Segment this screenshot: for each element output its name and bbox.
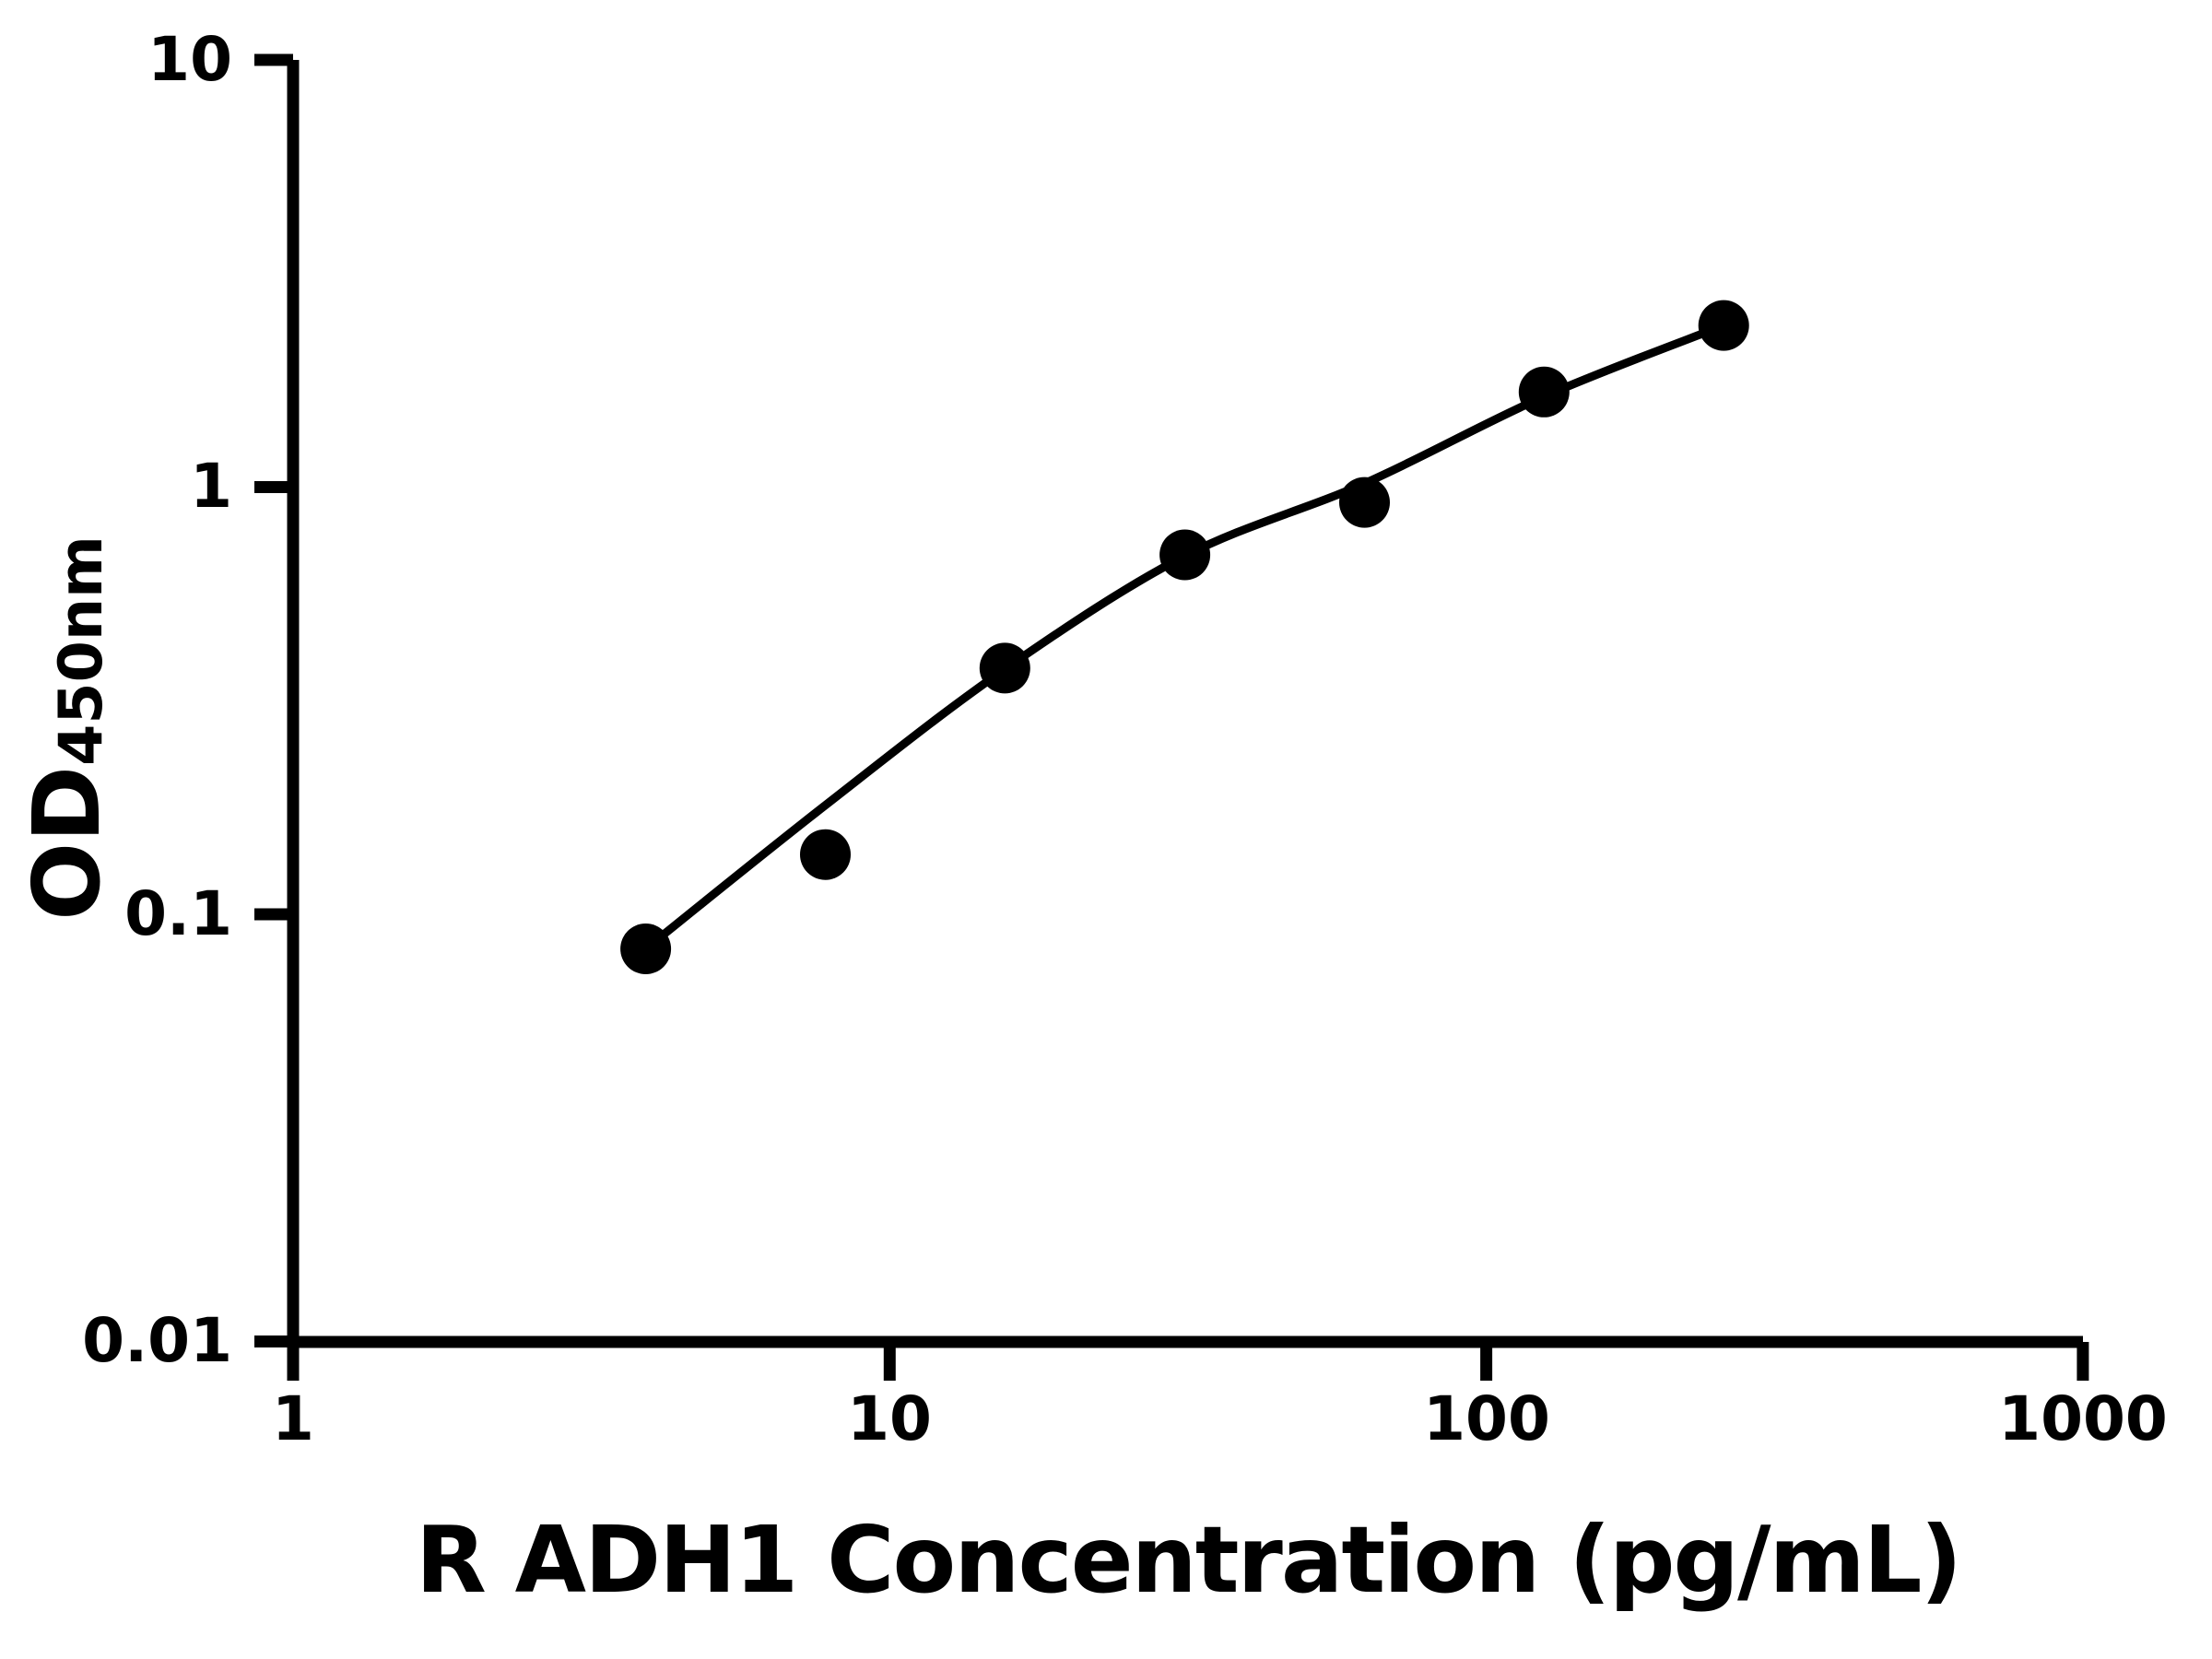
x-tick-label-1000: 1000 (1998, 1383, 2168, 1454)
data-point-5 (1518, 366, 1570, 418)
y-tick-label-1: 1 (190, 451, 232, 522)
data-point-3 (1159, 529, 1211, 581)
data-point-4 (1339, 477, 1390, 528)
x-axis-title: R ADH1 Concentration (pg/mL) (415, 1506, 1962, 1614)
x-tick-label-10: 10 (847, 1383, 932, 1454)
y-axis-title-subscript: 450nm (46, 535, 116, 766)
y-tick-label-10: 10 (147, 24, 232, 95)
x-tick-label-1: 1 (272, 1383, 314, 1454)
y-tick-label-0.1: 0.1 (124, 878, 232, 949)
y-axis-title: OD 450nm (0, 267, 138, 1189)
y-axis-title-main: OD (12, 765, 121, 921)
data-point-2 (979, 642, 1030, 694)
x-tick-label-100: 100 (1423, 1383, 1550, 1454)
data-point-0 (620, 924, 672, 974)
data-point-1 (800, 829, 851, 880)
y-tick-label-0.01: 0.01 (82, 1305, 232, 1376)
data-point-6 (1698, 300, 1749, 351)
